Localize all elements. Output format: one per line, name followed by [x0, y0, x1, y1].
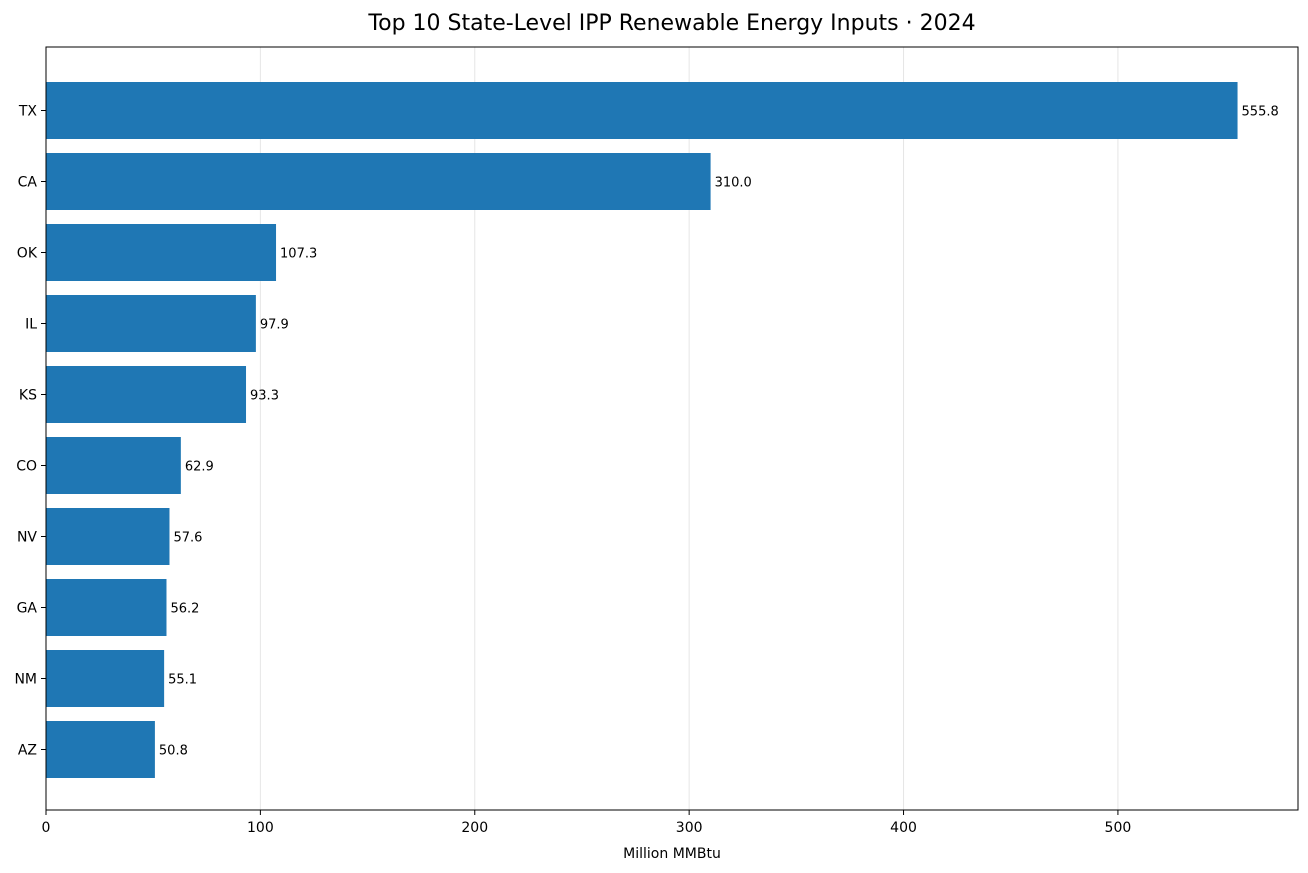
y-tick-label-tx: TX	[18, 104, 38, 120]
y-tick-label-ks: KS	[19, 388, 37, 404]
x-tick-label: 100	[247, 820, 274, 836]
bar-co	[46, 437, 181, 494]
data-labels: 555.8 310.0 107.3 97.9 93.3 62.9 57.6 56.2 55.1 5…	[159, 105, 1279, 759]
x-tick-label: 200	[461, 820, 488, 836]
bar-nv	[46, 508, 170, 565]
data-label-co: 62.9	[185, 460, 214, 475]
y-tick-label-ca: CA	[18, 175, 38, 191]
y-tick-label-ga: GA	[17, 601, 38, 617]
y-tick-label-ok: OK	[17, 246, 38, 262]
x-tick-label: 0	[42, 820, 51, 836]
data-label-ok: 107.3	[280, 247, 317, 262]
bar-il	[46, 295, 256, 352]
y-tick-label-az: AZ	[18, 743, 37, 759]
data-label-nv: 57.6	[173, 531, 202, 546]
x-tick-label: 300	[676, 820, 703, 836]
bar-ca	[46, 153, 711, 210]
plot-frame	[45, 46, 1299, 811]
x-tick-label: 500	[1105, 820, 1132, 836]
y-tick-label-co: CO	[16, 459, 37, 475]
bar-tx	[46, 82, 1238, 139]
chart-title: Top 10 State-Level IPP Renewable Energy …	[367, 11, 975, 36]
data-label-il: 97.9	[260, 318, 289, 333]
bar-ks	[46, 366, 247, 423]
data-label-ga: 56.2	[170, 602, 199, 617]
y-axis-ticks: TX CA OK IL KS CO NV GA NM AZ	[14, 104, 46, 759]
bar-ga	[46, 579, 167, 636]
y-tick-label-nv: NV	[17, 530, 37, 546]
bar-az	[46, 721, 155, 778]
data-label-az: 50.8	[159, 744, 188, 759]
bar-nm	[46, 650, 165, 707]
data-label-ca: 310.0	[715, 176, 752, 191]
bar-ok	[46, 224, 277, 281]
data-label-ks: 93.3	[250, 389, 279, 404]
x-tick-label: 400	[890, 820, 917, 836]
bars	[46, 82, 1238, 778]
y-tick-label-il: IL	[25, 317, 37, 333]
data-label-tx: 555.8	[1242, 105, 1279, 120]
x-axis-label: Million MMBtu	[623, 846, 721, 862]
data-label-nm: 55.1	[168, 673, 197, 688]
x-axis-ticks: 0 100 200 300 400 500	[42, 810, 1132, 836]
y-tick-label-nm: NM	[14, 672, 37, 688]
